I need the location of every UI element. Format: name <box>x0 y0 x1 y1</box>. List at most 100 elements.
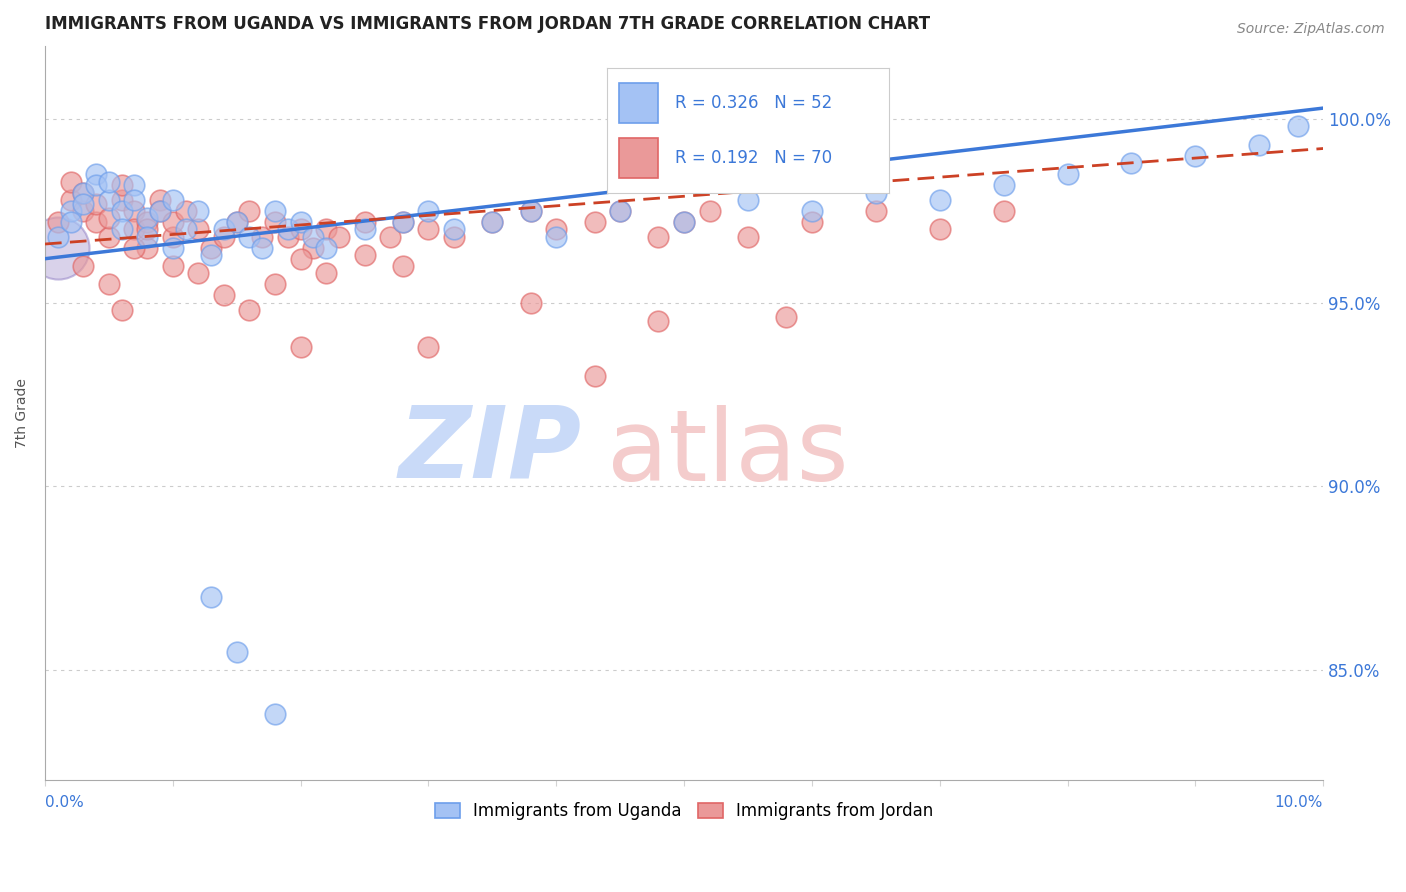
Point <box>252 229 274 244</box>
Point <box>136 241 159 255</box>
Point <box>97 211 120 226</box>
Point <box>302 229 325 244</box>
Text: ZIP: ZIP <box>399 401 582 499</box>
Point <box>647 229 669 244</box>
Point <box>46 215 69 229</box>
Point <box>993 178 1015 193</box>
Point <box>1184 149 1206 163</box>
Point <box>647 314 669 328</box>
Point <box>162 241 184 255</box>
Point <box>72 186 94 200</box>
Point <box>174 204 197 219</box>
Point <box>800 215 823 229</box>
Point <box>264 204 287 219</box>
Point <box>59 175 82 189</box>
Point <box>737 229 759 244</box>
Point <box>277 222 299 236</box>
Point <box>59 193 82 207</box>
Point <box>111 303 134 318</box>
Point <box>290 252 312 266</box>
Point <box>699 204 721 219</box>
Point <box>162 215 184 229</box>
Point <box>149 204 172 219</box>
Point <box>136 222 159 236</box>
Point <box>418 204 440 219</box>
Point <box>418 340 440 354</box>
Point <box>72 186 94 200</box>
Point <box>84 178 107 193</box>
Legend: Immigrants from Uganda, Immigrants from Jordan: Immigrants from Uganda, Immigrants from … <box>427 796 941 827</box>
Point <box>673 215 696 229</box>
Point <box>315 267 337 281</box>
Point <box>225 215 247 229</box>
Point <box>149 193 172 207</box>
Point <box>392 259 415 273</box>
Point <box>212 288 235 302</box>
Point <box>1056 167 1078 181</box>
Point <box>315 222 337 236</box>
Point <box>84 167 107 181</box>
Point <box>993 204 1015 219</box>
Point <box>290 340 312 354</box>
Point <box>519 204 541 219</box>
Point <box>200 241 222 255</box>
Point <box>84 196 107 211</box>
Point <box>97 193 120 207</box>
Point <box>187 222 209 236</box>
Point <box>277 229 299 244</box>
Point <box>673 215 696 229</box>
Point <box>519 204 541 219</box>
Point <box>212 222 235 236</box>
Point <box>443 222 465 236</box>
Point <box>72 196 94 211</box>
Point <box>225 215 247 229</box>
Text: 10.0%: 10.0% <box>1275 795 1323 810</box>
Point <box>187 267 209 281</box>
Text: atlas: atlas <box>607 405 849 502</box>
Point <box>481 215 503 229</box>
Point <box>609 204 631 219</box>
Point <box>583 215 606 229</box>
Point <box>187 204 209 219</box>
Point <box>97 277 120 292</box>
Point <box>392 215 415 229</box>
Point <box>353 222 375 236</box>
Point <box>928 222 950 236</box>
Point <box>111 222 134 236</box>
Point <box>111 204 134 219</box>
Point <box>443 229 465 244</box>
Point <box>84 215 107 229</box>
Point <box>59 215 82 229</box>
Point <box>200 590 222 604</box>
Point <box>264 215 287 229</box>
Point <box>353 215 375 229</box>
Point <box>162 193 184 207</box>
Point <box>800 204 823 219</box>
Point <box>609 204 631 219</box>
Text: Source: ZipAtlas.com: Source: ZipAtlas.com <box>1237 22 1385 37</box>
Point <box>136 215 159 229</box>
Text: IMMIGRANTS FROM UGANDA VS IMMIGRANTS FROM JORDAN 7TH GRADE CORRELATION CHART: IMMIGRANTS FROM UGANDA VS IMMIGRANTS FRO… <box>45 15 931 33</box>
Point <box>238 303 260 318</box>
Point <box>546 222 568 236</box>
Point <box>1286 120 1309 134</box>
Point <box>302 241 325 255</box>
Point <box>1121 156 1143 170</box>
Point <box>481 215 503 229</box>
Point <box>124 178 146 193</box>
Point <box>46 241 69 255</box>
Point <box>583 369 606 384</box>
Point <box>136 229 159 244</box>
Point <box>111 193 134 207</box>
Point <box>124 241 146 255</box>
Point <box>353 248 375 262</box>
Point <box>418 222 440 236</box>
Text: 0.0%: 0.0% <box>45 795 84 810</box>
Point <box>162 229 184 244</box>
Point <box>212 229 235 244</box>
Point <box>519 295 541 310</box>
Point <box>162 259 184 273</box>
Point <box>290 215 312 229</box>
Point <box>328 229 350 244</box>
Point <box>111 178 134 193</box>
